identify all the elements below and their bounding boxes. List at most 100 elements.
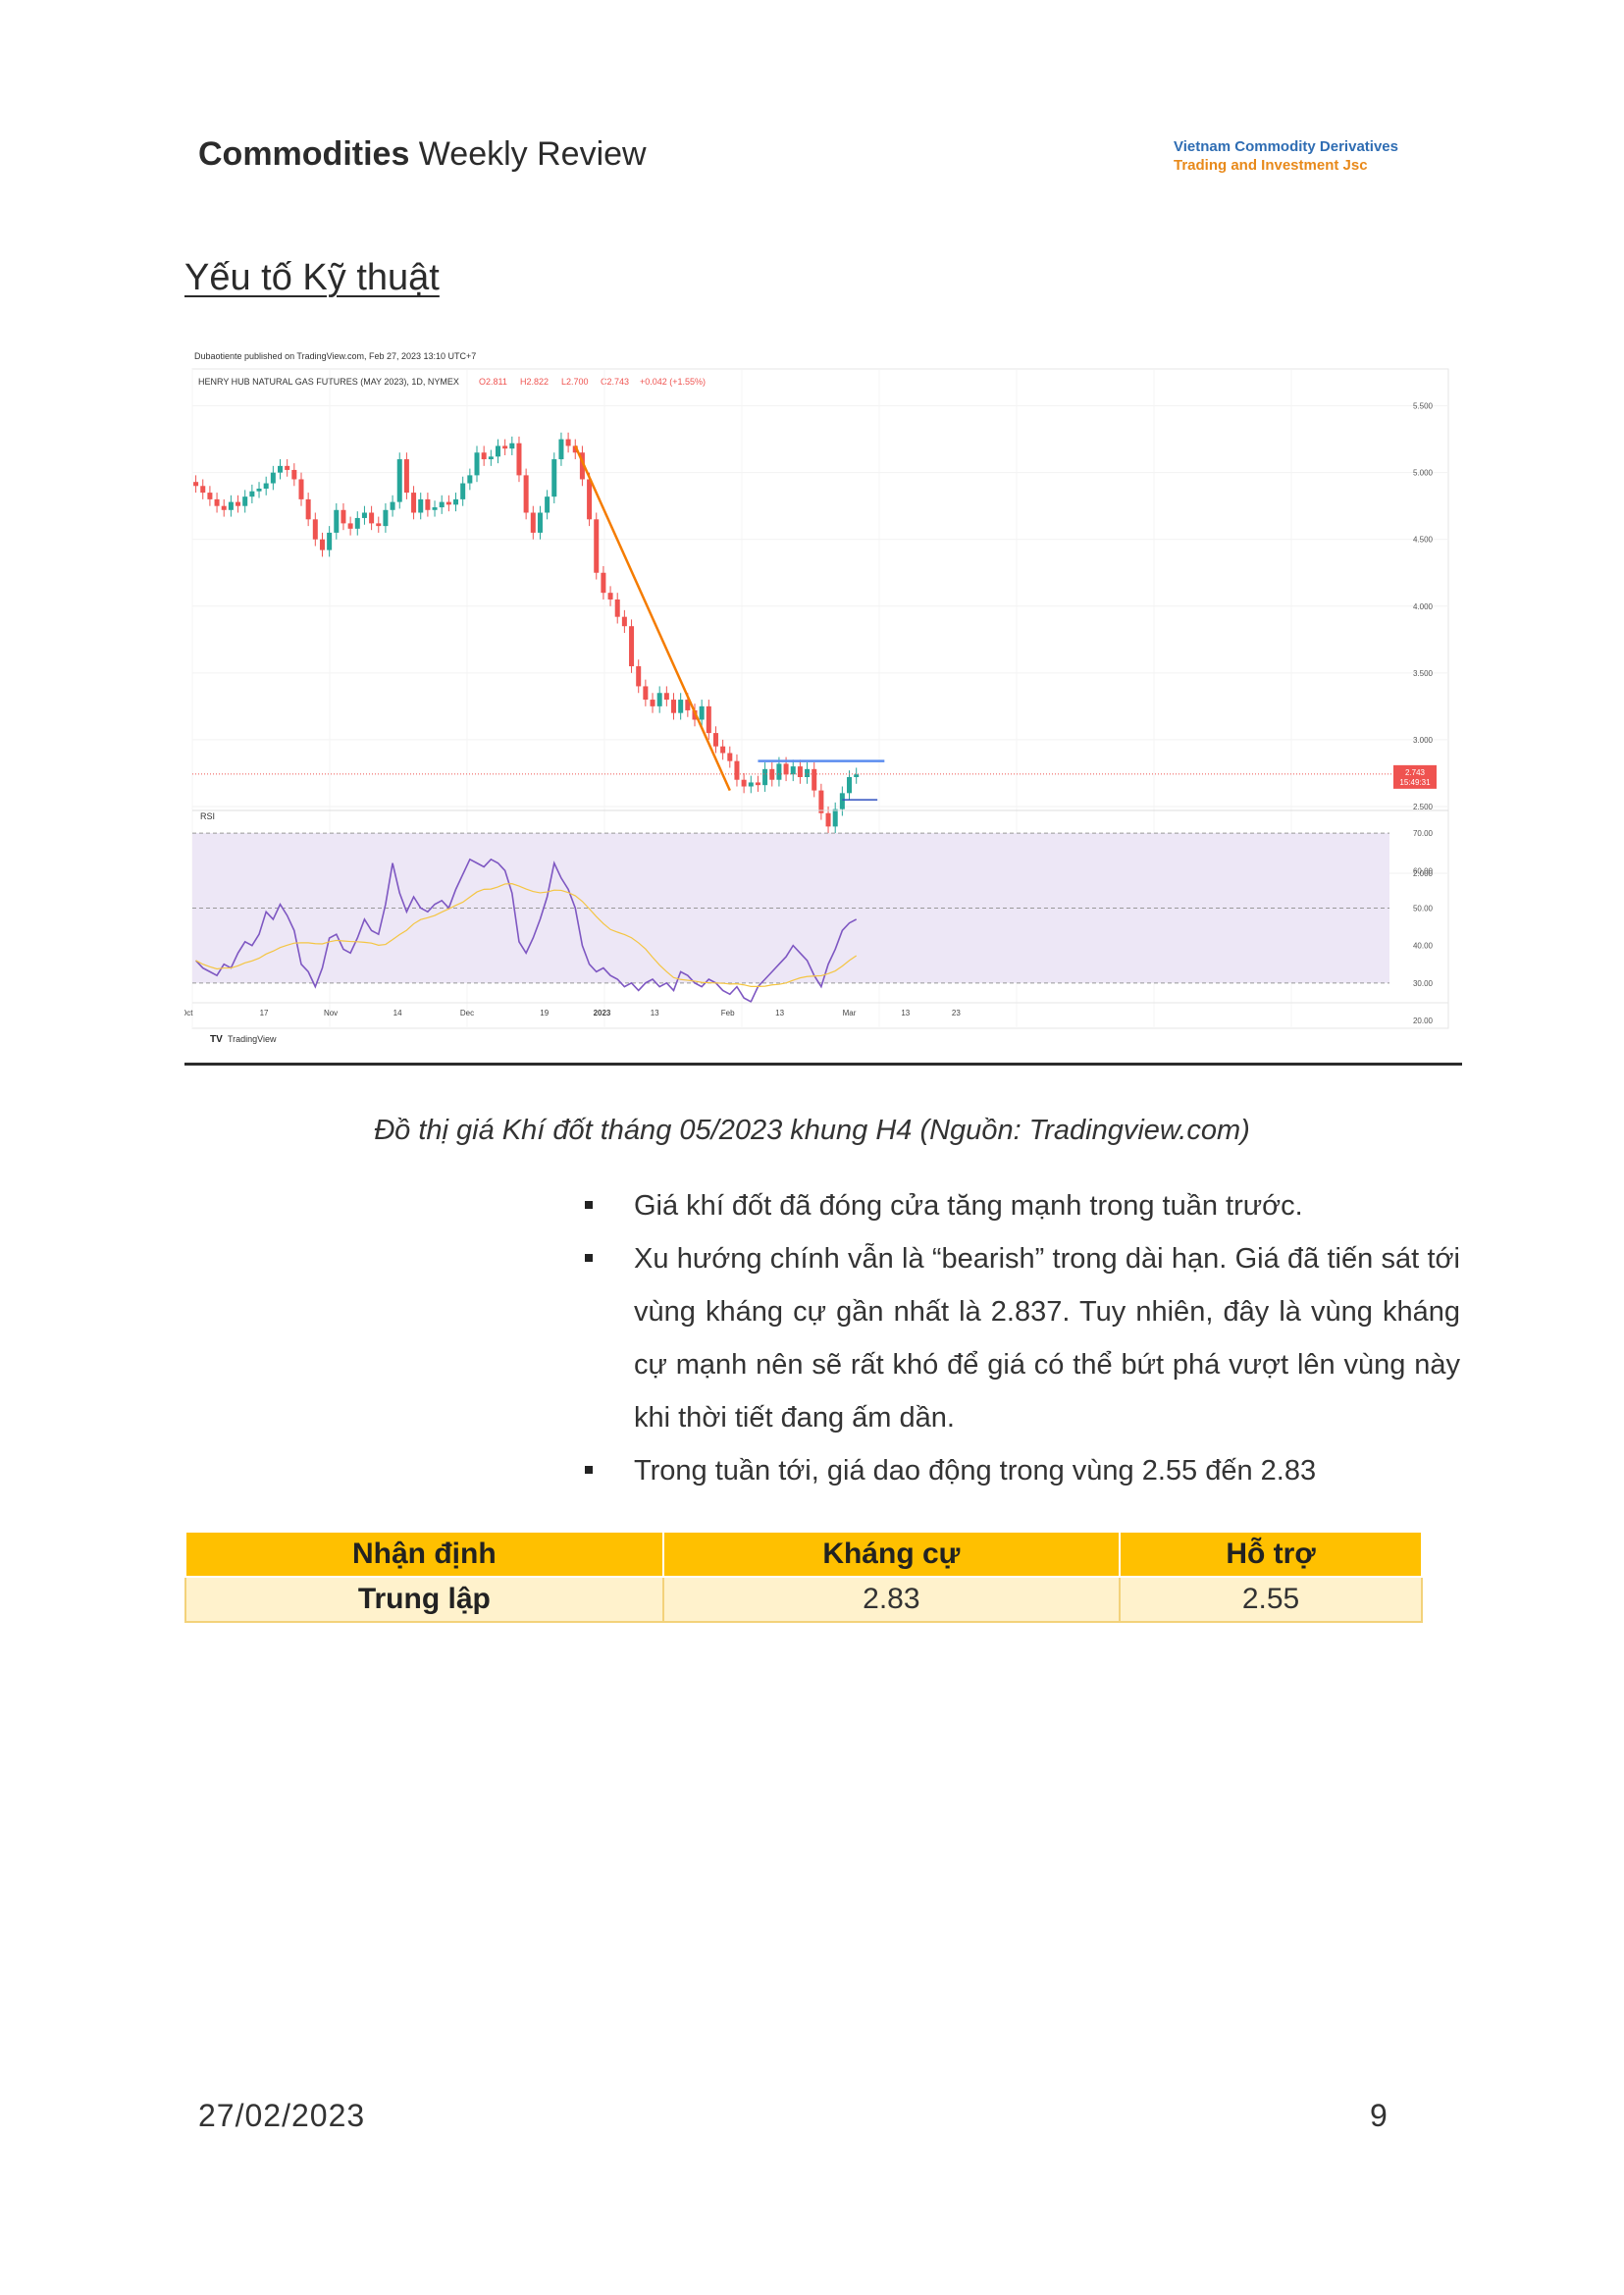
candle-body [601, 572, 606, 594]
candle-body [579, 452, 585, 480]
candle-body [818, 790, 824, 813]
candle-body [572, 445, 578, 453]
candle-body [207, 493, 213, 499]
candle-body [614, 599, 620, 617]
bullet-square-icon [585, 1254, 593, 1262]
candle-body [847, 777, 853, 794]
cell-verdict: Trung lập [184, 1576, 664, 1623]
candle-body [825, 812, 831, 827]
candle-body [390, 501, 395, 510]
candle-body [319, 539, 325, 550]
bullet-item: Trong tuần tới, giá dao động trong vùng … [585, 1444, 1460, 1497]
candle-body [298, 479, 304, 499]
candle-body [839, 793, 845, 809]
x-tick-label: Feb [721, 1009, 735, 1017]
x-tick-label: 17 [260, 1009, 269, 1017]
rsi-tick-label: 50.00 [1413, 904, 1434, 913]
price-tick-label: 4.500 [1413, 536, 1434, 545]
bullet-item: Giá khí đốt đã đóng cửa tăng mạnh trong … [585, 1179, 1460, 1232]
candle-body [214, 498, 220, 506]
chart-symbol-line: HENRY HUB NATURAL GAS FUTURES (MAY 2023)… [198, 377, 459, 387]
header-support: Hỗ trợ [1119, 1531, 1423, 1578]
candle-body [558, 439, 564, 460]
x-tick-label: 2023 [594, 1009, 611, 1017]
candle-body [361, 512, 367, 518]
candle-body [734, 760, 740, 780]
candle-body [523, 475, 529, 513]
candle-body [685, 700, 691, 710]
candle-body [334, 509, 340, 533]
candle-body [671, 700, 677, 713]
price-tick-label: 2.000 [1413, 869, 1434, 878]
trendline [574, 444, 731, 792]
candle-body [783, 763, 789, 775]
candle-body [663, 693, 669, 701]
candle-body [854, 774, 860, 777]
x-tick-label: 14 [393, 1009, 402, 1017]
candle-body [594, 519, 600, 573]
footer-date: 27/02/2023 [198, 2098, 366, 2133]
candle-body [832, 808, 838, 827]
candle-body [256, 489, 262, 492]
candle-body [805, 768, 811, 777]
chart-ohlc-open: O2.811 [479, 377, 507, 387]
page-number: 9 [1370, 2098, 1388, 2133]
rsi-tick-label: 60.00 [1413, 866, 1434, 875]
candle-body [418, 498, 424, 513]
candle-body [200, 486, 206, 494]
candle-body [291, 469, 297, 480]
x-tick-label: 19 [540, 1009, 549, 1017]
candle-body [621, 616, 627, 627]
price-tick-label: 5.500 [1413, 402, 1434, 411]
candle-body [530, 512, 536, 533]
bar-countdown: 15:49:31 [1399, 778, 1431, 787]
rsi-ma-line [195, 883, 858, 987]
candle-body [755, 782, 760, 786]
candle-body [797, 766, 803, 777]
candle-body [242, 496, 248, 506]
candle-body [481, 452, 487, 460]
x-tick-label: Oct [184, 1009, 193, 1017]
bullet-square-icon [585, 1466, 593, 1474]
candle-body [748, 782, 754, 787]
report-title-bold: Commodities [198, 135, 410, 173]
candle-body [453, 498, 459, 505]
candle-body [347, 523, 353, 529]
price-tick-label: 4.000 [1413, 602, 1434, 611]
candle-body [439, 501, 445, 508]
chart-published-line: Dubaotiente published on TradingView.com… [194, 351, 476, 361]
rsi-line [194, 858, 858, 1004]
verdict-table-row: Trung lập 2.83 2.55 [184, 1576, 1423, 1623]
verdict-table: Nhận định Kháng cự Hỗ trợ Trung lập 2.83… [184, 1531, 1423, 1623]
price-chart: Dubaotiente published on TradingView.com… [181, 343, 1460, 1065]
candle-body [516, 443, 522, 476]
candle-body [460, 483, 466, 499]
candle-body [312, 519, 318, 540]
candle-body [327, 532, 333, 550]
section-title: Yếu tố Kỹ thuật [184, 257, 440, 298]
candle-body [341, 509, 346, 524]
header-verdict: Nhận định [184, 1531, 664, 1578]
candle-body [706, 705, 711, 734]
candle-body [474, 452, 480, 476]
rsi-tick-label: 40.00 [1413, 942, 1434, 951]
report-title: Commodities Weekly Review [198, 135, 647, 174]
candle-body [502, 445, 508, 449]
x-tick-label: 13 [651, 1009, 659, 1017]
bullet-square-icon [585, 1201, 593, 1209]
last-price-tag [1393, 764, 1437, 789]
chart-caption: Đồ thị giá Khí đốt tháng 05/2023 khung H… [374, 1115, 1250, 1146]
candle-body [769, 768, 775, 780]
candle-body [565, 439, 571, 446]
candle-body [537, 512, 543, 533]
candle-body [762, 768, 768, 786]
tradingview-brand: TradingView [228, 1034, 277, 1044]
chart-ohlc-high: H2.822 [520, 377, 549, 387]
x-tick-label: 13 [901, 1009, 910, 1017]
bullet-text: Trong tuần tới, giá dao động trong vùng … [634, 1455, 1317, 1487]
chart-ohlc-close: C2.743 [601, 377, 629, 387]
candle-body [369, 512, 375, 524]
price-tick-label: 3.500 [1413, 669, 1434, 678]
candle-body [263, 483, 269, 489]
candle-body [278, 465, 284, 473]
